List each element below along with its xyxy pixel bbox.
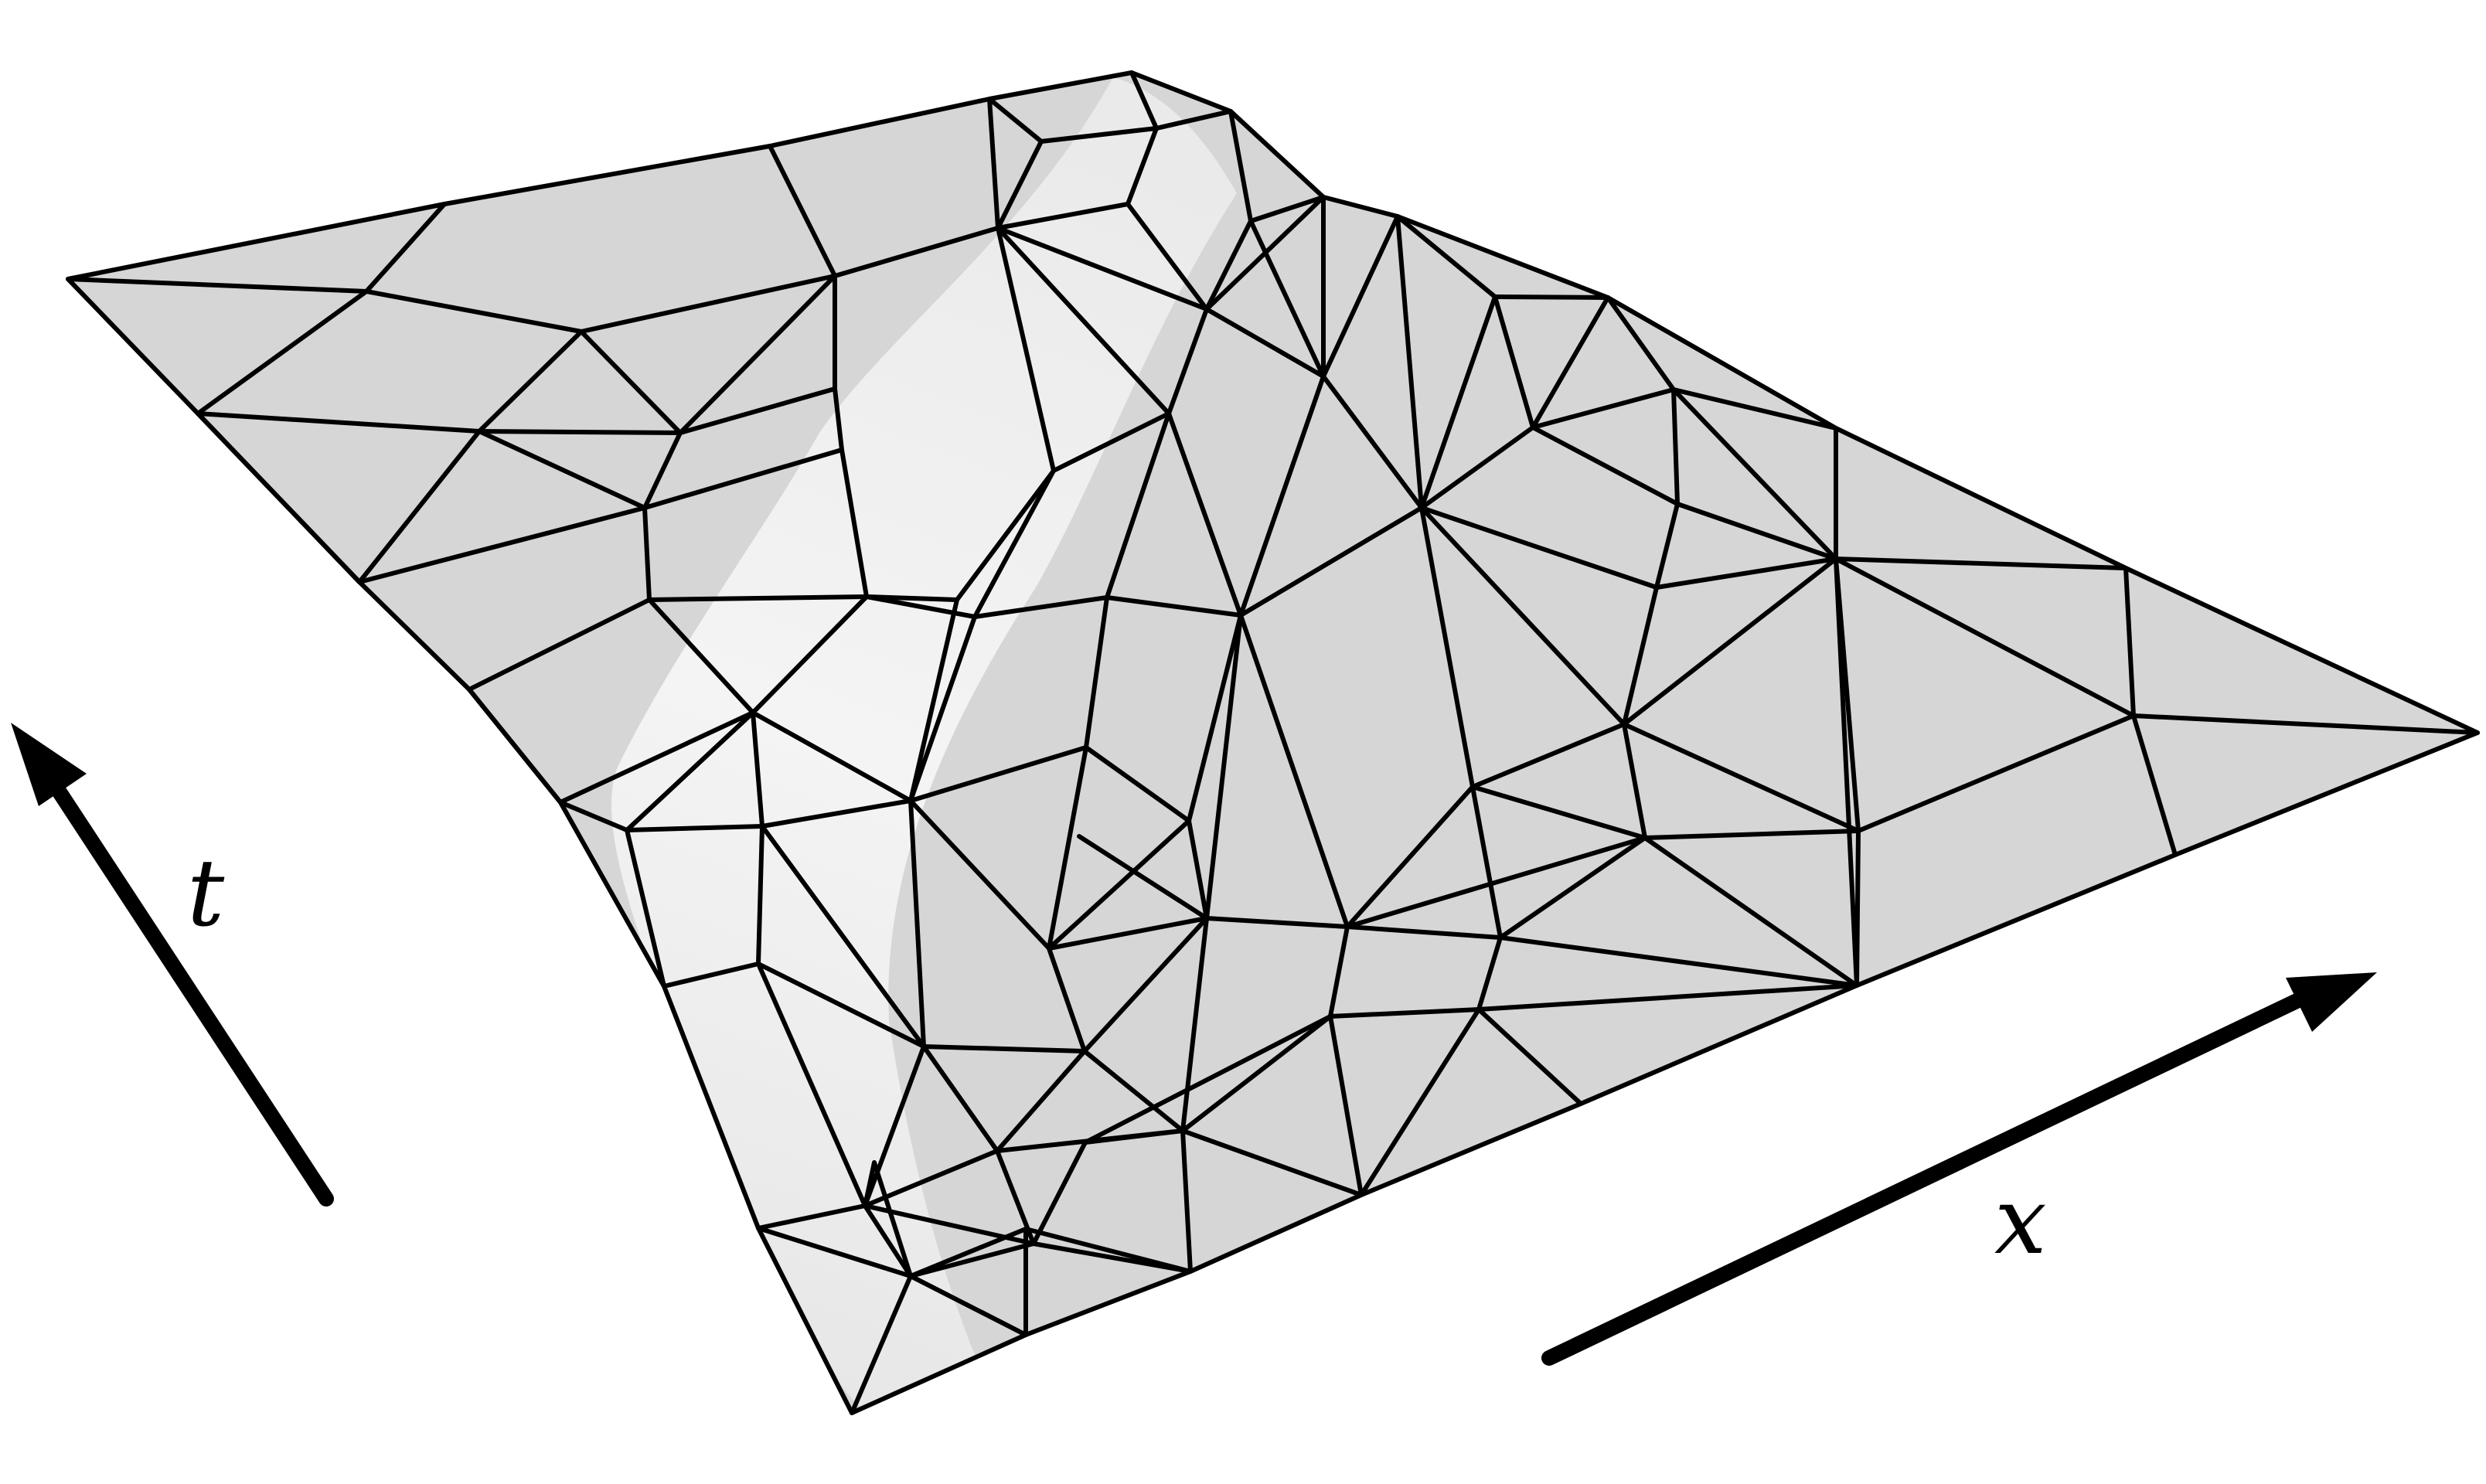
t-axis-label: t (187, 840, 225, 948)
x-axis-shaft (1541, 986, 2319, 1366)
mesh-edge (1154, 109, 1233, 131)
mesh-edge (467, 597, 755, 805)
mesh-edge (2131, 713, 2178, 857)
mesh-edge (1854, 829, 1861, 988)
mesh-edge (1321, 214, 1400, 379)
mesh-edge (756, 962, 926, 1208)
arrow-up-left-icon (11, 723, 87, 806)
mesh-edge (625, 828, 666, 989)
mesh-edge (908, 1241, 1036, 1278)
mesh-edge (1083, 1014, 1333, 1145)
arrow-up-right-icon (2286, 972, 2377, 1032)
mesh-edge (833, 386, 844, 452)
mesh-edge (1180, 1014, 1333, 1133)
mesh-edge (1204, 916, 1350, 929)
mesh-edge (1531, 295, 1610, 430)
mesh-edge (477, 274, 837, 435)
mesh-edge (760, 798, 926, 1049)
mesh-edge (1328, 1014, 1364, 1197)
mesh-edge (1180, 916, 1209, 1133)
mesh-edge (364, 144, 837, 334)
mesh-edge (1248, 195, 1326, 223)
mesh-edge (1395, 214, 1424, 510)
mesh-edge (1493, 294, 1610, 300)
mesh-surface (68, 73, 2477, 1413)
mesh-edge (1622, 556, 1838, 727)
mesh-boundary (66, 70, 2480, 1415)
mesh-edge (1675, 502, 1838, 561)
mesh-edge (1856, 713, 2136, 833)
mesh-edge (1419, 505, 1475, 789)
mesh-edge (1359, 1007, 1481, 1197)
mesh-edge (1671, 387, 1838, 431)
x-axis-label: x (1994, 1168, 2047, 1275)
mesh-edge (642, 431, 683, 510)
mesh-edge (850, 1274, 1028, 1415)
mesh-edge (1654, 556, 1838, 590)
mesh-edges (66, 70, 2480, 1415)
t-axis-shaft (40, 767, 334, 1207)
mesh-edge (756, 1160, 913, 1278)
mesh-edge (196, 289, 584, 434)
mesh-edge (972, 468, 1056, 619)
mesh-edge (357, 505, 652, 692)
mesh-edge (1047, 745, 1088, 951)
mesh-edge (996, 139, 1044, 230)
mesh-edge (1834, 556, 1859, 988)
mesh-edge (1643, 836, 1859, 988)
x-axis-arrow (1541, 972, 2377, 1366)
mesh-edge (1204, 613, 1243, 921)
mesh-edge (1498, 935, 1859, 988)
t-axis-arrow (11, 723, 334, 1207)
mesh-edge (1345, 924, 1503, 940)
mesh-edge (1031, 1241, 1193, 1274)
mesh-edge (642, 448, 869, 602)
mesh-edge (908, 1227, 1028, 1278)
mesh-edge (863, 1203, 913, 1278)
mesh-edge (1834, 556, 2128, 570)
mesh-edge (995, 1140, 1088, 1246)
mesh-edge (1238, 613, 1350, 929)
mesh-edge (196, 411, 647, 584)
mesh-edge (908, 597, 959, 803)
mesh-edge (2131, 713, 2480, 735)
mesh-edge (1476, 1007, 1583, 1106)
mesh-edge (1180, 1128, 1364, 1197)
